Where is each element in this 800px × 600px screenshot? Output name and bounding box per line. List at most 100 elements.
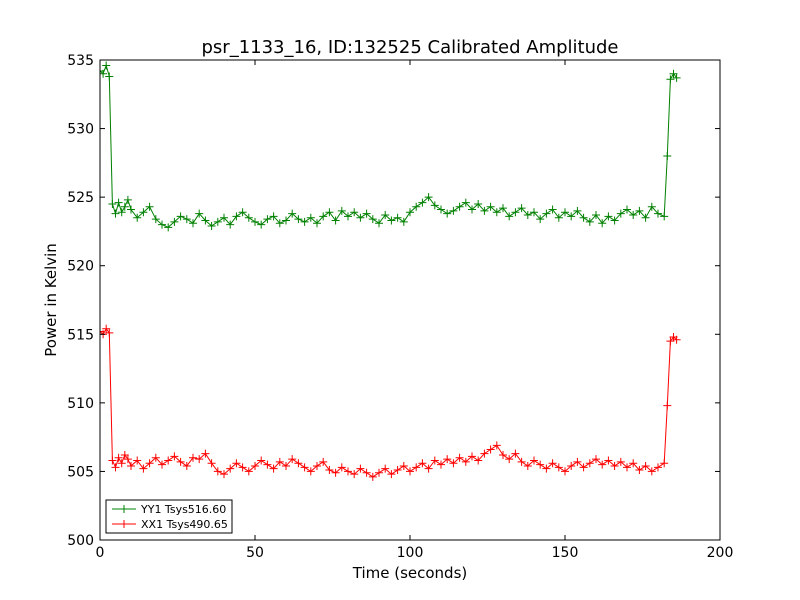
data-point	[344, 212, 352, 221]
data-point	[117, 459, 126, 468]
data-point	[120, 450, 129, 459]
legend-marker	[120, 520, 128, 528]
legend-marker	[120, 505, 128, 513]
data-point	[523, 210, 532, 219]
data-point	[337, 206, 346, 215]
data-point	[430, 201, 439, 210]
data-point	[492, 208, 501, 217]
data-point	[120, 202, 129, 211]
data-point	[139, 464, 148, 473]
data-point	[350, 470, 359, 479]
data-point	[251, 461, 259, 470]
data-point	[300, 217, 309, 226]
data-point	[387, 216, 396, 225]
data-point	[189, 453, 197, 462]
data-point	[393, 213, 402, 222]
data-point	[412, 463, 421, 472]
data-point	[666, 337, 675, 346]
data-point	[449, 206, 458, 215]
data-point	[542, 464, 551, 473]
data-point	[189, 219, 197, 228]
data-point	[641, 461, 650, 470]
data-point	[455, 453, 464, 462]
data-point	[548, 205, 557, 214]
data-point	[418, 459, 427, 468]
data-point	[554, 213, 563, 222]
data-point	[108, 200, 117, 208]
data-point	[170, 217, 179, 226]
data-point	[468, 205, 476, 214]
data-point	[455, 202, 464, 211]
data-point	[666, 75, 675, 84]
data-point	[319, 457, 328, 466]
data-point	[368, 215, 377, 224]
data-point	[244, 213, 253, 222]
y-tick-label: 530	[67, 122, 94, 138]
data-point	[492, 441, 501, 450]
x-axis-label: Time (seconds)	[352, 564, 468, 582]
data-point	[201, 216, 210, 225]
data-point	[220, 470, 228, 479]
data-point	[623, 205, 631, 214]
legend-label: YY1 Tsys516.60	[140, 503, 226, 516]
legend-label: XX1 Tsys490.65	[141, 518, 228, 531]
data-point	[269, 464, 278, 473]
data-point	[443, 209, 452, 218]
data-point	[275, 219, 284, 228]
data-point	[592, 455, 600, 464]
data-point	[133, 213, 142, 222]
data-point	[145, 459, 154, 468]
data-point	[412, 202, 421, 211]
data-point	[102, 324, 111, 333]
data-point	[399, 461, 408, 470]
series-1	[100, 324, 681, 481]
data-point	[207, 459, 216, 468]
chart-title: psr_1133_16, ID:132525 Calibrated Amplit…	[201, 37, 618, 58]
x-tick-label: 50	[246, 545, 264, 561]
data-point	[548, 459, 557, 468]
data-point	[263, 460, 272, 469]
data-point	[263, 215, 272, 224]
data-point	[610, 216, 619, 225]
data-point	[170, 452, 179, 461]
data-point	[517, 204, 526, 213]
y-tick-label: 505	[67, 464, 94, 480]
data-point	[406, 467, 414, 476]
data-point	[561, 467, 569, 476]
data-point	[523, 461, 532, 470]
plot-area	[99, 59, 721, 541]
data-point	[604, 456, 613, 465]
data-point	[111, 463, 120, 472]
data-point	[151, 215, 160, 224]
y-tick-label: 510	[67, 396, 94, 412]
data-point	[654, 209, 662, 218]
data-point	[319, 212, 328, 221]
data-point	[226, 464, 235, 473]
data-point	[300, 463, 309, 472]
data-point	[461, 198, 470, 207]
data-point	[505, 455, 514, 464]
data-point	[133, 456, 142, 465]
data-point	[145, 202, 154, 211]
x-tick-label: 0	[96, 545, 105, 561]
legend-box	[105, 499, 233, 534]
data-point	[325, 208, 334, 217]
data-point	[257, 456, 266, 465]
data-point	[468, 452, 476, 461]
y-tick-label: 535	[67, 53, 94, 69]
data-point	[672, 335, 681, 344]
data-point	[536, 215, 545, 224]
legend: YY1 Tsys516.60 XX1 Tsys490.65	[105, 499, 233, 534]
data-point	[647, 202, 656, 211]
y-tick-label: 525	[67, 190, 94, 206]
x-tick-label: 150	[552, 545, 579, 561]
y-tick-label: 520	[67, 259, 94, 275]
data-point	[430, 456, 439, 465]
data-point	[480, 206, 489, 215]
data-point	[257, 220, 266, 229]
data-point	[282, 216, 290, 225]
data-point	[443, 455, 452, 464]
data-point	[511, 208, 520, 217]
data-point	[220, 213, 228, 222]
data-point	[387, 470, 396, 479]
